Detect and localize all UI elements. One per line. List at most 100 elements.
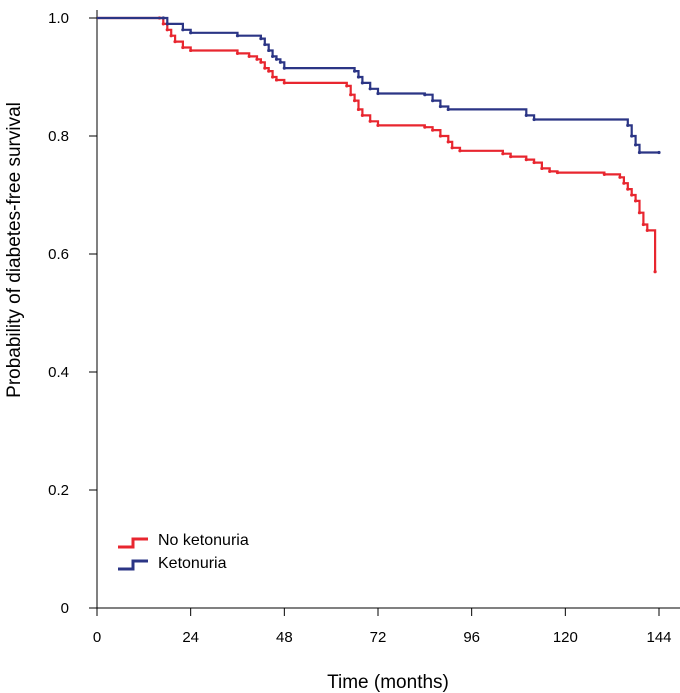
- censor-mark-ketonuria: [360, 81, 364, 85]
- censor-mark-ketonuria: [161, 16, 165, 20]
- censor-mark-no-ketonuria: [431, 128, 435, 132]
- censor-mark-no-ketonuria: [458, 149, 462, 153]
- censor-mark-no-ketonuria: [161, 22, 165, 26]
- legend-swatch-ketonuria: [118, 559, 148, 571]
- censor-mark-ketonuria: [423, 93, 427, 97]
- censor-mark-no-ketonuria: [653, 270, 657, 274]
- legend-swatch-no-ketonuria: [118, 537, 148, 549]
- legend-label-ketonuria: Ketonuria: [158, 555, 227, 572]
- censor-mark-no-ketonuria: [274, 78, 279, 82]
- censor-mark-no-ketonuria: [235, 51, 240, 56]
- x-tick-label: 48: [276, 629, 293, 646]
- axes: [96, 10, 680, 609]
- censor-mark-no-ketonuria: [356, 107, 361, 112]
- censor-mark-ketonuria: [235, 34, 240, 38]
- censor-mark-ketonuria: [271, 54, 275, 58]
- y-tick-label: 0.6: [48, 246, 69, 263]
- censor-mark-no-ketonuria: [345, 84, 349, 88]
- censor-mark-ketonuria: [532, 117, 536, 122]
- censor-mark-no-ketonuria: [509, 155, 513, 159]
- censor-mark-ketonuria: [438, 104, 443, 109]
- censor-mark-ketonuria: [356, 75, 361, 79]
- censor-mark-no-ketonuria: [271, 75, 275, 79]
- x-tick-label: 24: [182, 629, 199, 646]
- censor-mark-no-ketonuria: [360, 113, 364, 117]
- censor-mark-no-ketonuria: [181, 45, 185, 50]
- censor-mark-no-ketonuria: [602, 172, 606, 176]
- x-tick-label: 144: [646, 629, 671, 646]
- censor-mark-ketonuria: [189, 31, 193, 35]
- censor-mark-no-ketonuria: [626, 187, 630, 191]
- censor-mark-no-ketonuria: [165, 28, 169, 32]
- censor-mark-ketonuria: [259, 37, 263, 41]
- censor-mark-no-ketonuria: [645, 228, 649, 232]
- censor-mark-no-ketonuria: [169, 34, 173, 38]
- censor-mark-no-ketonuria: [633, 199, 638, 203]
- censor-mark-no-ketonuria: [532, 160, 536, 165]
- y-tick-label: 0: [61, 600, 69, 617]
- censor-mark-no-ketonuria: [247, 54, 251, 58]
- legend-label-no-ketonuria: No ketonuria: [158, 532, 249, 549]
- censor-mark-no-ketonuria: [555, 170, 560, 175]
- censor-mark-no-ketonuria: [423, 125, 427, 129]
- censor-mark-no-ketonuria: [349, 93, 353, 97]
- y-tick-label: 0.4: [48, 364, 69, 381]
- censor-mark-no-ketonuria: [501, 152, 505, 156]
- censor-mark-ketonuria: [263, 42, 267, 47]
- censor-mark-ketonuria: [524, 113, 528, 117]
- censor-mark-ketonuria: [637, 150, 642, 155]
- censor-mark-no-ketonuria: [524, 158, 528, 162]
- censor-mark-no-ketonuria: [255, 57, 259, 61]
- series-line-no-ketonuria: [97, 16, 657, 272]
- censor-mark-ketonuria: [165, 22, 169, 26]
- series-line-ketonuria: [97, 16, 659, 154]
- y-tick-label: 1.0: [48, 10, 69, 27]
- x-tick-label: 120: [553, 629, 578, 646]
- x-tick-label: 96: [463, 629, 480, 646]
- censor-mark-no-ketonuria: [446, 140, 450, 144]
- y-tick-label: 0.8: [48, 128, 69, 145]
- censor-mark-no-ketonuria: [173, 40, 177, 44]
- censor-mark-no-ketonuria: [259, 60, 263, 64]
- censor-mark-no-ketonuria: [352, 99, 357, 103]
- censor-mark-no-ketonuria: [376, 123, 380, 127]
- censor-mark-no-ketonuria: [282, 81, 286, 85]
- censor-mark-ketonuria: [630, 134, 634, 138]
- censor-mark-ketonuria: [633, 143, 638, 147]
- legend-item-ketonuria: Ketonuria: [118, 555, 227, 572]
- censor-mark-no-ketonuria: [263, 66, 267, 70]
- legend-item-no-ketonuria: No ketonuria: [118, 532, 249, 549]
- y-axis-ticks: 0 0.2 0.4 0.6 0.8 1.0: [48, 10, 97, 617]
- series-group: [97, 16, 661, 274]
- x-tick-label: 0: [93, 629, 101, 646]
- censor-mark-no-ketonuria: [548, 169, 552, 173]
- y-tick-label: 0.2: [48, 482, 69, 499]
- censor-mark-no-ketonuria: [641, 222, 645, 227]
- censor-mark-ketonuria: [431, 99, 435, 103]
- censor-mark-ketonuria: [368, 87, 372, 91]
- x-tick-label: 72: [370, 629, 387, 646]
- y-axis-title: Probability of diabetes-free survival: [4, 102, 25, 398]
- censor-mark-no-ketonuria: [637, 211, 642, 215]
- censor-mark-ketonuria: [376, 91, 380, 96]
- censor-mark-ketonuria: [267, 48, 271, 53]
- censor-mark-ketonuria: [274, 57, 279, 61]
- x-axis-ticks: 0 24 48 72 96 120 144: [93, 608, 672, 646]
- censor-mark-no-ketonuria: [622, 181, 626, 185]
- censor-mark-ketonuria: [446, 107, 450, 112]
- censor-mark-no-ketonuria: [438, 134, 443, 138]
- legend: No ketonuria Ketonuria: [118, 532, 249, 572]
- censor-mark-no-ketonuria: [368, 119, 372, 123]
- censor-mark-no-ketonuria: [618, 175, 622, 179]
- censor-mark-no-ketonuria: [267, 69, 271, 73]
- censor-mark-no-ketonuria: [189, 48, 193, 53]
- censor-mark-ketonuria: [657, 150, 661, 155]
- censor-mark-ketonuria: [626, 123, 630, 127]
- x-axis-title: Time (months): [327, 672, 449, 693]
- censor-mark-no-ketonuria: [630, 193, 634, 197]
- censor-mark-ketonuria: [278, 60, 283, 64]
- censor-mark-ketonuria: [352, 69, 357, 73]
- censor-mark-no-ketonuria: [450, 146, 454, 150]
- censor-mark-ketonuria: [181, 28, 185, 32]
